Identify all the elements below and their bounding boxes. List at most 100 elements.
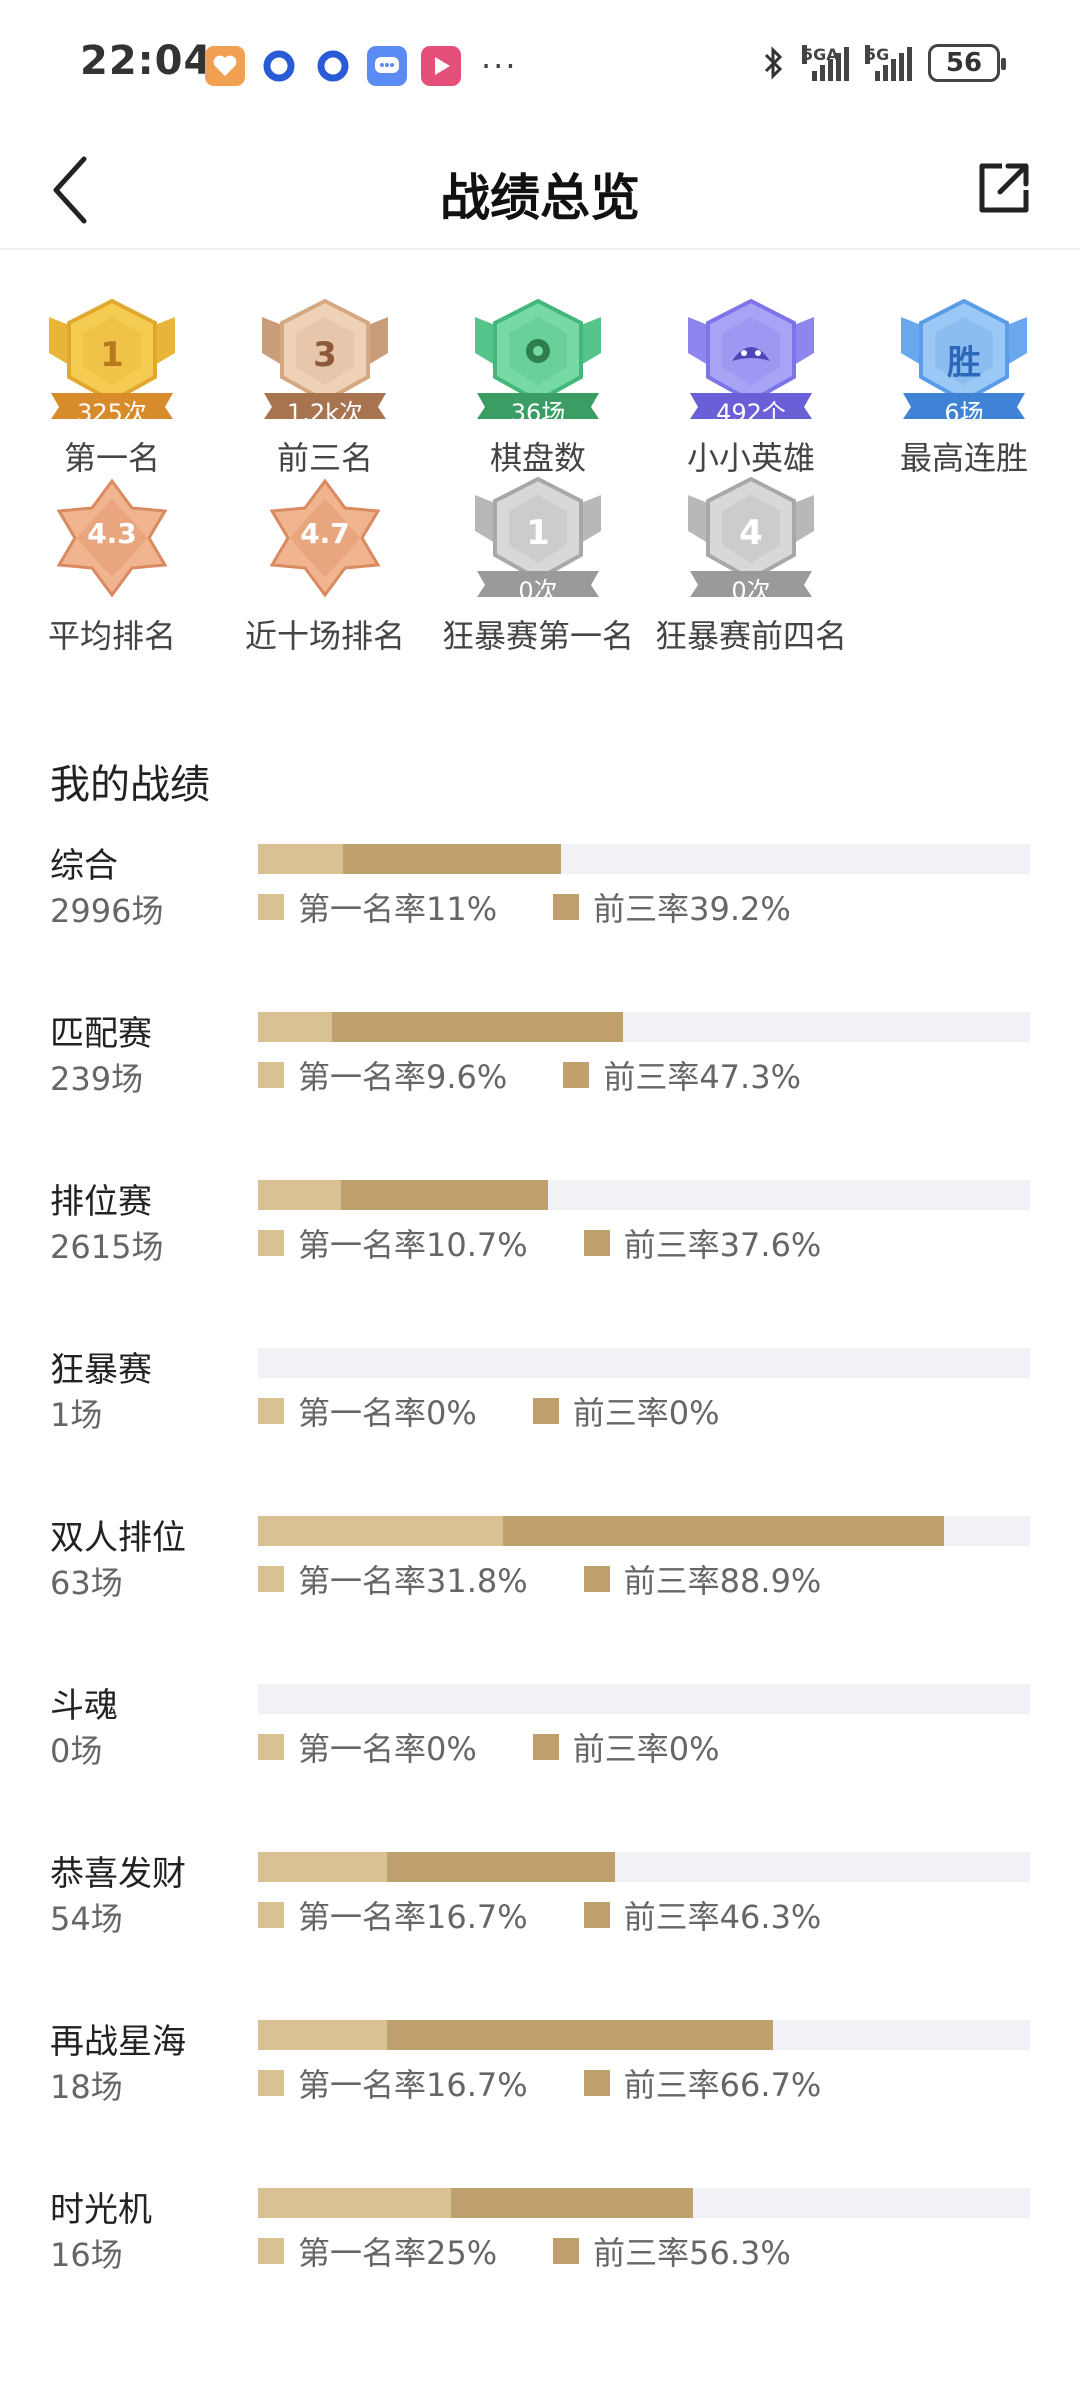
badge-sub: 0次	[731, 577, 771, 605]
page-title: 战绩总览	[440, 169, 640, 227]
stat-legend: 第一名率10.7% 前三率37.6%	[258, 1220, 821, 1266]
share-button[interactable]	[968, 152, 1040, 224]
stat-legend: 第一名率25% 前三率56.3%	[258, 2228, 791, 2274]
stat-legend: 第一名率16.7% 前三率66.7%	[258, 2060, 821, 2106]
stat-mode-name: 斗魂	[50, 1686, 118, 1726]
top3-rate-swatch	[532, 1398, 559, 1424]
top3-rate-swatch	[553, 894, 580, 920]
top3-rate-swatch	[583, 1230, 610, 1256]
first-rate-label: 第一名率25%	[298, 2234, 498, 2272]
badge-label: 小小英雄	[686, 439, 815, 477]
stat-bar-track	[258, 1348, 1030, 1378]
back-button[interactable]	[40, 150, 100, 230]
stat-mode-name: 狂暴赛	[50, 1350, 152, 1390]
section-title: 我的战绩	[50, 762, 210, 808]
stat-bar-track	[258, 2188, 1030, 2218]
legend-first: 第一名率31.8%	[258, 1556, 528, 1602]
first-rate-label: 第一名率10.7%	[298, 1226, 528, 1264]
chevron-left-icon	[53, 156, 87, 224]
legend-top3: 前三率37.6%	[583, 1220, 821, 1266]
stat-row: 综合 2996场 第一名率11% 前三率39.2%	[0, 838, 1080, 968]
legend-first: 第一名率16.7%	[258, 1892, 528, 1938]
badge-value: 1	[526, 513, 550, 553]
status-bar: 22:04 ··· 5GA 5G 56	[0, 0, 1080, 130]
signal-5ga: 5GA	[802, 45, 849, 81]
first-rate-bar	[258, 844, 343, 874]
top3-rate-label: 前三率39.2%	[593, 890, 791, 928]
top3-rate-swatch	[583, 1902, 610, 1928]
top3-rate-label: 前三率0%	[572, 1730, 720, 1768]
badge-sub: 0次	[518, 577, 558, 605]
badge-value: 1	[100, 335, 124, 375]
first-rate-swatch	[258, 2070, 284, 2096]
share-icon	[979, 163, 1029, 213]
legend-first: 第一名率9.6%	[258, 1052, 507, 1098]
status-time: 22:04	[80, 38, 213, 84]
stat-bar-track	[258, 1684, 1030, 1714]
stat-game-count: 2996场	[50, 892, 164, 930]
stat-legend: 第一名率0% 前三率0%	[258, 1724, 720, 1770]
system-icons: 5GA 5G 56	[762, 44, 1006, 82]
legend-first: 第一名率0%	[258, 1724, 477, 1770]
first-rate-swatch	[258, 1566, 284, 1592]
first-rate-label: 第一名率31.8%	[298, 1562, 528, 1600]
stat-bar-track	[258, 1516, 1030, 1546]
legend-top3: 前三率88.9%	[583, 1556, 821, 1602]
stat-game-count: 1场	[50, 1396, 103, 1434]
legend-top3: 前三率39.2%	[553, 884, 791, 930]
first-rate-label: 第一名率16.7%	[298, 1898, 528, 1936]
badge-sub: 492个	[716, 399, 786, 427]
badge-item: 4.3 平均排名	[12, 473, 212, 657]
badge-sub: 36场	[510, 399, 566, 427]
badge-item: 36场 棋盘数	[438, 295, 638, 479]
top3-rate-swatch	[563, 1062, 590, 1088]
top-nav: 战绩总览	[0, 130, 1080, 250]
first-rate-label: 第一名率16.7%	[298, 2066, 528, 2104]
first-rate-bar	[258, 1012, 332, 1042]
more-notifications: ···	[481, 47, 518, 85]
first-rate-label: 第一名率11%	[298, 890, 498, 928]
stat-mode-name: 匹配赛	[50, 1014, 152, 1054]
stat-legend: 第一名率16.7% 前三率46.3%	[258, 1892, 821, 1938]
stat-row: 再战星海 18场 第一名率16.7% 前三率66.7%	[0, 2014, 1080, 2144]
first-rate-bar	[258, 1516, 503, 1546]
badge-icon: 胜 6场	[889, 295, 1039, 427]
badge-item: 492个 小小英雄	[651, 295, 851, 479]
first-rate-label: 第一名率0%	[298, 1394, 477, 1432]
top3-rate-label: 前三率46.3%	[623, 1898, 822, 1936]
top3-rate-swatch	[553, 2238, 580, 2264]
stat-mode-name: 时光机	[50, 2190, 152, 2230]
top3-rate-swatch	[532, 1734, 559, 1760]
badge-label: 狂暴赛前四名	[654, 617, 847, 655]
top3-rate-label: 前三率47.3%	[603, 1058, 801, 1096]
badge-item: 1 325次 第一名	[12, 295, 212, 479]
badge-item: 4.7 近十场排名	[225, 473, 425, 657]
top3-rate-swatch	[583, 2070, 610, 2096]
bluetooth-icon	[764, 46, 783, 80]
first-rate-bar	[258, 2020, 387, 2050]
stat-bar-track	[258, 1852, 1030, 1882]
badge-value: 4.7	[300, 517, 350, 550]
stat-legend: 第一名率9.6% 前三率47.3%	[258, 1052, 801, 1098]
badge-label: 平均排名	[47, 617, 176, 655]
stat-game-count: 0场	[50, 1732, 103, 1770]
top3-rate-label: 前三率66.7%	[623, 2066, 822, 2104]
stat-game-count: 54场	[50, 1900, 123, 1938]
stat-row: 排位赛 2615场 第一名率10.7% 前三率37.6%	[0, 1174, 1080, 1304]
video-app-icon	[421, 46, 461, 86]
badge-label: 第一名	[63, 439, 160, 477]
stat-row: 时光机 16场 第一名率25% 前三率56.3%	[0, 2182, 1080, 2312]
badge-value: 4	[739, 513, 763, 553]
stat-legend: 第一名率31.8% 前三率88.9%	[258, 1556, 821, 1602]
chat-app-icon	[367, 46, 407, 86]
stat-bar-track	[258, 2020, 1030, 2050]
badge-sub: 325次	[77, 399, 147, 427]
badge-icon: 1 325次	[37, 295, 187, 427]
badge-icon: 4.3	[37, 473, 187, 603]
stat-game-count: 2615场	[50, 1228, 164, 1266]
stat-legend: 第一名率0% 前三率0%	[258, 1388, 720, 1434]
badge-icon: 3 1.2k次	[250, 295, 400, 427]
badge-icon: 36场	[463, 295, 613, 427]
legend-first: 第一名率10.7%	[258, 1220, 528, 1266]
stat-game-count: 63场	[50, 1564, 123, 1602]
